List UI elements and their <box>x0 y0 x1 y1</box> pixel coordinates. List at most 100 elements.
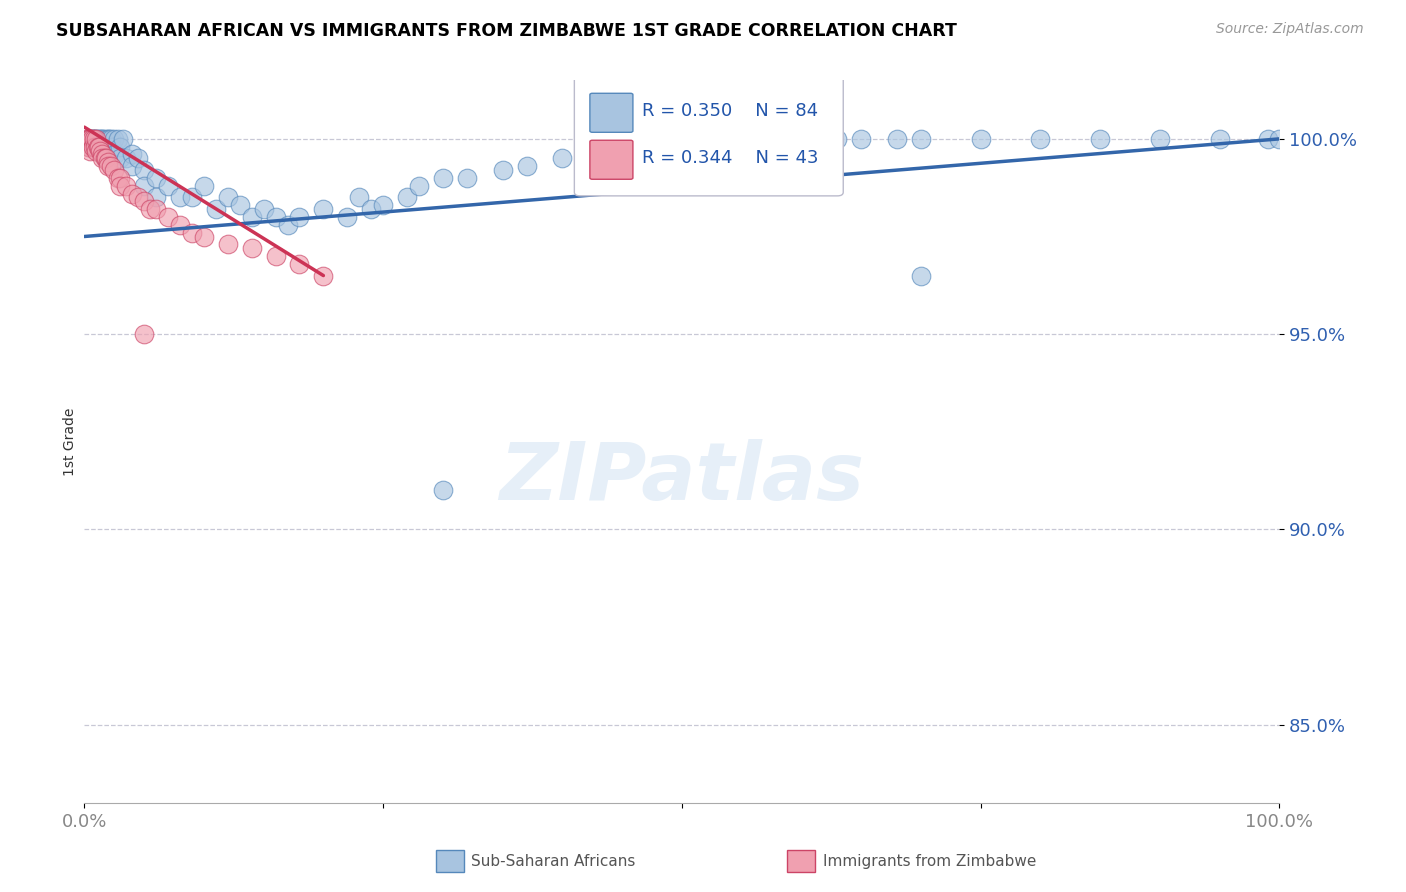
Point <box>970 132 993 146</box>
Point <box>181 226 204 240</box>
Point <box>93 139 115 153</box>
Point <box>139 202 162 216</box>
Point <box>707 132 730 146</box>
Point <box>94 132 117 146</box>
Point <box>100 159 122 173</box>
Text: Immigrants from Zimbabwe: Immigrants from Zimbabwe <box>823 855 1036 869</box>
Point <box>91 147 114 161</box>
Point <box>288 210 311 224</box>
Point <box>82 139 104 153</box>
Point <box>157 210 180 224</box>
Point <box>1209 132 1232 146</box>
Point <box>86 139 108 153</box>
Point <box>86 132 108 146</box>
Point <box>132 178 156 193</box>
Point <box>827 132 849 146</box>
Text: R = 0.350    N = 84: R = 0.350 N = 84 <box>643 102 818 120</box>
Point <box>312 202 335 216</box>
Point <box>408 178 430 193</box>
Point <box>169 190 191 204</box>
Point <box>76 132 98 146</box>
Text: Sub-Saharan Africans: Sub-Saharan Africans <box>471 855 636 869</box>
Point <box>253 202 276 216</box>
Point <box>121 159 143 173</box>
Point <box>94 152 117 166</box>
Point <box>1257 132 1279 146</box>
Point <box>93 132 115 146</box>
Point <box>432 483 454 498</box>
Point <box>373 198 395 212</box>
Point <box>575 152 598 166</box>
Point <box>1090 132 1112 146</box>
Point <box>91 152 114 166</box>
Point <box>145 202 167 216</box>
Point <box>910 132 932 146</box>
Point <box>121 147 143 161</box>
FancyBboxPatch shape <box>591 140 633 179</box>
Point <box>80 132 103 146</box>
Point <box>217 190 239 204</box>
Point <box>790 132 813 146</box>
Point <box>77 132 100 146</box>
Point <box>110 152 132 166</box>
Y-axis label: 1st Grade: 1st Grade <box>63 408 77 475</box>
Point <box>77 132 100 146</box>
Point <box>205 202 228 216</box>
Point <box>886 132 908 146</box>
Point <box>82 132 104 146</box>
Point <box>104 147 127 161</box>
Point <box>101 139 124 153</box>
Point <box>79 139 101 153</box>
Point <box>110 139 132 153</box>
Point <box>93 152 115 166</box>
Point <box>264 249 287 263</box>
Point <box>157 178 180 193</box>
Point <box>851 132 873 146</box>
Point <box>83 132 105 146</box>
Point <box>127 190 149 204</box>
Point <box>121 186 143 201</box>
Point <box>100 132 122 146</box>
Point <box>77 139 100 153</box>
Point <box>97 132 120 146</box>
Point <box>79 132 101 146</box>
Point <box>492 163 515 178</box>
Point <box>132 327 156 342</box>
Point <box>623 139 645 153</box>
Point <box>111 132 134 146</box>
Point <box>79 144 101 158</box>
Point <box>288 257 311 271</box>
Point <box>103 163 125 178</box>
Point <box>77 132 100 146</box>
Point <box>1149 132 1171 146</box>
Point <box>84 139 107 153</box>
Point <box>910 268 932 283</box>
Point <box>766 132 789 146</box>
Point <box>193 229 215 244</box>
Point <box>599 152 621 166</box>
FancyBboxPatch shape <box>591 94 633 132</box>
Point <box>103 132 125 146</box>
Point <box>89 139 111 153</box>
Point <box>77 132 100 146</box>
Point <box>360 202 382 216</box>
Point <box>110 170 132 185</box>
Point <box>240 210 263 224</box>
Point <box>193 178 215 193</box>
Point <box>456 170 478 185</box>
Point <box>132 194 156 209</box>
Point <box>91 147 114 161</box>
Point <box>115 152 138 166</box>
Point <box>145 170 167 185</box>
Point <box>110 178 132 193</box>
Point <box>516 159 538 173</box>
Point <box>107 170 129 185</box>
Point <box>671 132 693 146</box>
Point <box>89 144 111 158</box>
Point <box>277 218 299 232</box>
Point <box>312 268 335 283</box>
Point <box>217 237 239 252</box>
Text: ZIPatlas: ZIPatlas <box>499 439 865 516</box>
Point <box>80 132 103 146</box>
Point <box>396 190 419 204</box>
